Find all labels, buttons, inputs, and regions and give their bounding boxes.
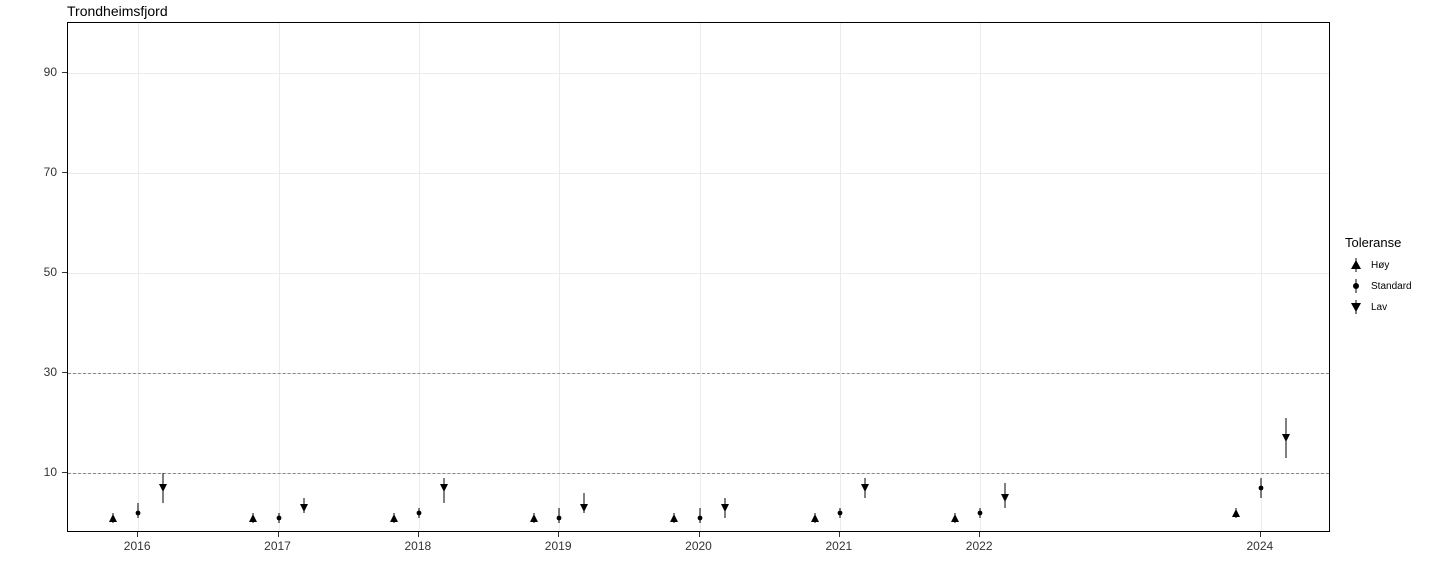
error-bar bbox=[1286, 418, 1287, 458]
error-bar bbox=[444, 478, 445, 503]
error-bar bbox=[1005, 483, 1006, 508]
legend-label: Lav bbox=[1371, 302, 1387, 313]
y-tick-mark bbox=[62, 172, 67, 173]
grid-vertical bbox=[700, 23, 701, 531]
error-bar bbox=[278, 513, 279, 523]
x-tick-label: 2017 bbox=[264, 539, 291, 553]
x-tick-mark bbox=[699, 532, 700, 537]
x-tick-label: 2024 bbox=[1246, 539, 1273, 553]
error-bar bbox=[112, 513, 113, 523]
error-bar bbox=[393, 513, 394, 523]
error-bar bbox=[533, 513, 534, 523]
y-tick-mark bbox=[62, 372, 67, 373]
error-bar bbox=[699, 508, 700, 523]
error-bar bbox=[865, 478, 866, 498]
error-bar bbox=[954, 513, 955, 523]
y-tick-mark bbox=[62, 72, 67, 73]
error-bar bbox=[814, 513, 815, 523]
x-tick-label: 2016 bbox=[124, 539, 151, 553]
x-tick-label: 2020 bbox=[685, 539, 712, 553]
x-tick-label: 2021 bbox=[825, 539, 852, 553]
legend-title: Toleranse bbox=[1345, 235, 1412, 250]
triangle-down-icon bbox=[1345, 298, 1367, 316]
triangle-up-icon bbox=[1345, 256, 1367, 274]
grid-horizontal bbox=[68, 73, 1329, 74]
y-tick-mark bbox=[62, 472, 67, 473]
legend-label: Standard bbox=[1371, 281, 1412, 292]
grid-vertical bbox=[1261, 23, 1262, 531]
chart-container: Lakselusindusert dødelighet (%) Trondhei… bbox=[0, 0, 1437, 575]
legend: Toleranse Høy Standard Lav bbox=[1345, 235, 1412, 319]
x-tick-label: 2019 bbox=[545, 539, 572, 553]
legend-item: Standard bbox=[1345, 277, 1412, 295]
error-bar bbox=[138, 503, 139, 518]
y-tick-mark bbox=[62, 272, 67, 273]
error-bar bbox=[674, 513, 675, 523]
grid-vertical bbox=[138, 23, 139, 531]
reference-line bbox=[68, 473, 1329, 474]
y-tick-label: 30 bbox=[0, 365, 57, 379]
grid-vertical bbox=[559, 23, 560, 531]
y-tick-label: 70 bbox=[0, 165, 57, 179]
legend-item: Lav bbox=[1345, 298, 1412, 316]
legend-item: Høy bbox=[1345, 256, 1412, 274]
circle-icon bbox=[1345, 277, 1367, 295]
plot-title: Trondheimsfjord bbox=[67, 3, 168, 19]
error-bar bbox=[584, 493, 585, 513]
grid-horizontal bbox=[68, 173, 1329, 174]
x-tick-mark bbox=[278, 532, 279, 537]
error-bar bbox=[303, 498, 304, 513]
x-tick-mark bbox=[979, 532, 980, 537]
x-tick-label: 2022 bbox=[966, 539, 993, 553]
grid-vertical bbox=[279, 23, 280, 531]
error-bar bbox=[980, 508, 981, 518]
grid-horizontal bbox=[68, 273, 1329, 274]
plot-panel bbox=[67, 22, 1330, 532]
y-tick-label: 90 bbox=[0, 65, 57, 79]
error-bar bbox=[163, 473, 164, 503]
x-tick-mark bbox=[839, 532, 840, 537]
legend-label: Høy bbox=[1371, 260, 1389, 271]
x-tick-mark bbox=[558, 532, 559, 537]
error-bar bbox=[418, 508, 419, 518]
error-bar bbox=[1235, 508, 1236, 518]
error-bar bbox=[559, 508, 560, 523]
error-bar bbox=[839, 508, 840, 518]
error-bar bbox=[724, 498, 725, 518]
grid-vertical bbox=[980, 23, 981, 531]
x-tick-mark bbox=[137, 532, 138, 537]
reference-line bbox=[68, 373, 1329, 374]
error-bar bbox=[253, 513, 254, 523]
y-tick-label: 50 bbox=[0, 265, 57, 279]
x-tick-mark bbox=[1260, 532, 1261, 537]
y-tick-label: 10 bbox=[0, 465, 57, 479]
grid-vertical bbox=[419, 23, 420, 531]
error-bar bbox=[1260, 478, 1261, 498]
grid-vertical bbox=[840, 23, 841, 531]
x-tick-label: 2018 bbox=[404, 539, 431, 553]
x-tick-mark bbox=[418, 532, 419, 537]
